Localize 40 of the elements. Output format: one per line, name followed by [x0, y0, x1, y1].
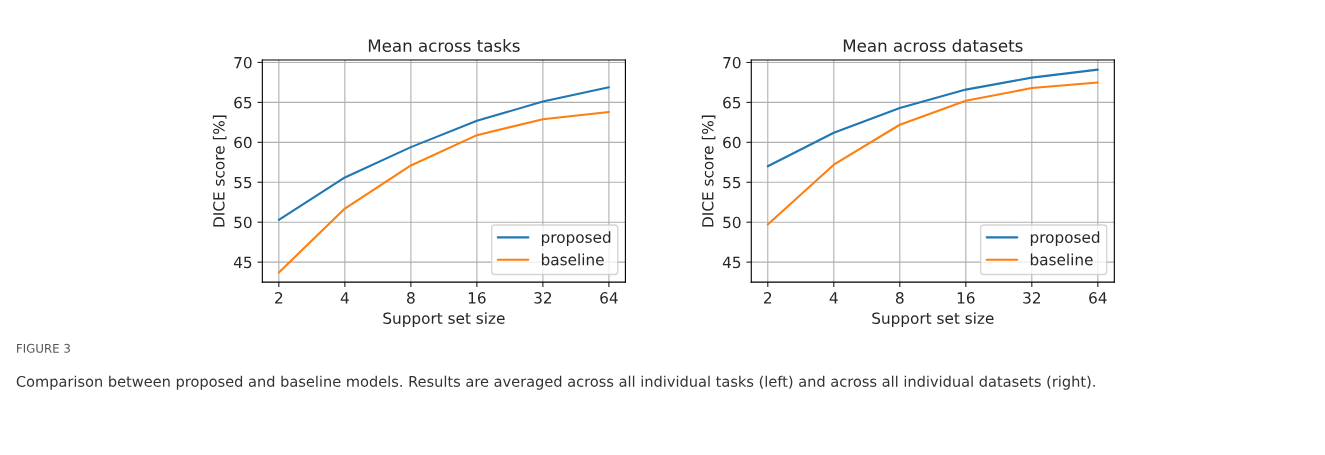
x-tick-label: 32: [534, 292, 552, 304]
y-tick-label: 60: [723, 136, 741, 149]
x-tick-label: 8: [407, 292, 415, 304]
legend-label: proposed: [1030, 231, 1100, 246]
x-axis-title: Support set size: [872, 312, 994, 327]
line-series: [766, 81, 1099, 226]
x-tick-label: 2: [275, 292, 283, 304]
y-axis-title: DICE score [%]: [212, 115, 227, 227]
x-tick-label: 2: [764, 292, 772, 304]
legend-label: baseline: [1030, 253, 1093, 266]
y-tick-label: 45: [233, 256, 252, 269]
x-tick-label: 64: [1089, 292, 1107, 304]
x-tick-label: 64: [600, 292, 618, 304]
x-tick-label: 32: [1023, 292, 1040, 304]
x-tick-label: 8: [895, 292, 904, 304]
chart-title: Mean across datasets: [843, 39, 1023, 52]
line-series: [766, 68, 1099, 168]
x-tick-label: 4: [829, 292, 838, 304]
chart-title: Mean across tasks: [368, 39, 520, 52]
y-tick-label: 55: [723, 176, 741, 189]
y-tick-label: 50: [723, 216, 741, 229]
y-tick-label: 70: [234, 56, 252, 69]
y-axis-title: DICE score [%]: [701, 115, 716, 227]
y-tick-label: 45: [722, 256, 741, 269]
legend-label: proposed: [541, 231, 611, 246]
caption: FIGURE 3: [17, 343, 70, 353]
legend-label: baseline: [541, 253, 604, 266]
x-axis-title: Support set size: [383, 312, 505, 327]
y-tick-label: 50: [234, 216, 252, 229]
y-tick-label: 60: [234, 136, 252, 149]
y-tick-label: 65: [723, 96, 741, 109]
x-tick-label: 16: [957, 292, 975, 304]
x-tick-label: 16: [468, 292, 486, 304]
text: Comparison between proposed and baseline models. Results are averaged across all individual tasks (left) and across all individual datasets (right).: [16, 375, 1095, 390]
y-tick-label: 70: [723, 56, 741, 69]
x-tick-label: 4: [340, 292, 349, 304]
y-tick-label: 55: [234, 176, 252, 189]
line-series: [277, 110, 610, 274]
line-series: [277, 86, 610, 221]
y-tick-label: 65: [234, 96, 252, 109]
